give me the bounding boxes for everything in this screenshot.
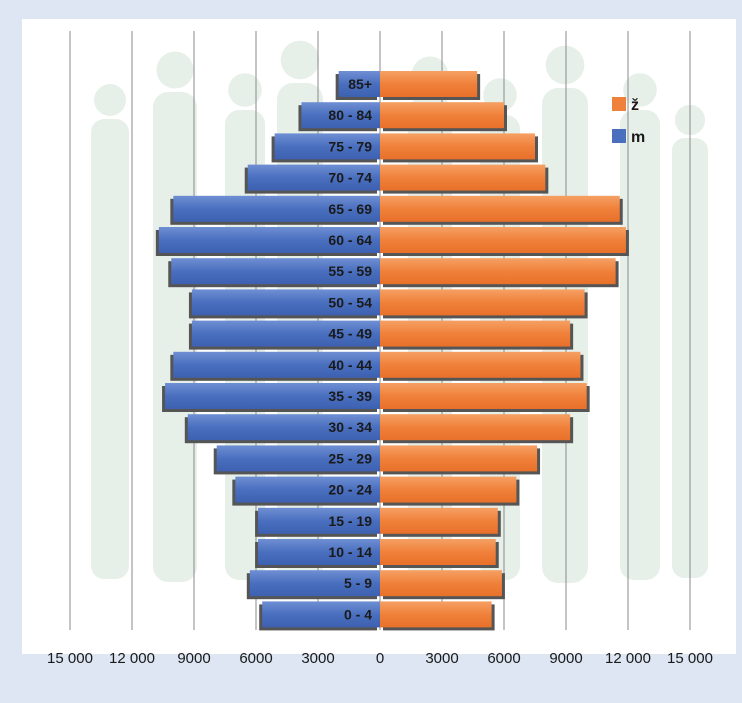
age-group-label: 45 - 49 [328,326,372,342]
bar-female-35-39 [380,383,587,409]
bar-female-30-34 [380,414,571,441]
age-group-label: 10 - 14 [328,544,372,560]
bar-male-40-44 [173,351,380,378]
bar-female-10-14 [380,539,496,565]
person-silhouette-body [620,110,660,580]
x-tick-label: 15 000 [47,650,93,667]
bar-male-80-84 [301,102,380,129]
bar-male-5-9 [249,570,380,597]
legend-label: m [631,129,645,146]
x-tick-label: 3000 [425,650,458,667]
age-group-label: 85+ [348,76,372,92]
bar-male-65-69 [173,195,380,222]
person-silhouette-head [545,45,585,85]
x-axis-tick-labels: 15 000 12 000 9000 6000 3000 0 3000 6000 9000 12 … [47,650,713,667]
bar-female-75-79 [380,133,535,160]
bar-female-20-24 [380,476,517,503]
bar-male-15-19 [258,507,380,534]
x-tick-label: 9000 [549,650,582,667]
x-tick-label: 0 [376,650,384,667]
x-tick-label: 15 000 [667,650,713,667]
age-group-label: 20 - 24 [328,482,372,498]
age-group-label: 15 - 19 [328,513,372,529]
legend-swatch [612,97,626,111]
bar-female-45-49 [380,320,571,347]
age-group-labels: 0 - 4 5 - 9 10 - 14 15 - 19 20 - 24 25 - 29 30… [328,76,372,622]
person-silhouette-body [91,119,129,579]
person-silhouette-head [228,73,262,107]
bar-male-30-34 [187,414,380,441]
age-group-label: 25 - 29 [328,450,372,466]
bar-male-0-4 [262,601,380,628]
bar-male-25-29 [216,445,380,472]
bar-female-0-4 [380,601,492,628]
x-tick-label: 12 000 [605,650,651,667]
bar-female-25-29 [380,445,538,472]
x-tick-label: 12 000 [109,650,155,667]
bar-male-35-39 [165,383,380,409]
legend: žm [612,97,645,146]
bar-female-5-9 [380,570,502,597]
bar-male-10-14 [258,539,380,565]
legend-swatch [612,129,626,143]
x-tick-label: 9000 [177,650,210,667]
bar-male-60-64 [158,227,380,253]
bar-male-70-74 [247,164,380,191]
person-silhouette-head [280,40,320,80]
age-group-label: 70 - 74 [328,170,372,186]
x-tick-label: 6000 [239,650,272,667]
age-group-label: 60 - 64 [328,232,372,248]
bar-male-55-59 [171,258,380,285]
bar-male-45-49 [191,320,380,347]
bar-female-80-84 [380,102,504,129]
bars [158,71,626,628]
bar-male-85+ [338,71,380,97]
person-silhouette-head [94,84,126,116]
age-group-label: 80 - 84 [328,107,372,123]
age-group-label: 75 - 79 [328,138,372,154]
x-tick-label: 6000 [487,650,520,667]
bar-female-60-64 [380,227,626,253]
person-silhouette-head [623,73,657,107]
age-group-label: 0 - 4 [344,606,372,622]
age-group-label: 30 - 34 [328,419,372,435]
person-silhouette-head [156,51,194,89]
bar-male-75-79 [274,133,380,160]
x-tick-label: 3000 [301,650,334,667]
bar-female-55-59 [380,258,616,285]
bar-female-65-69 [380,195,620,222]
age-group-label: 65 - 69 [328,201,372,217]
age-group-label: 40 - 44 [328,357,372,373]
age-group-label: 50 - 54 [328,294,372,310]
bar-female-15-19 [380,507,498,534]
legend-label: ž [631,97,639,114]
bar-female-50-54 [380,289,585,316]
bar-female-70-74 [380,164,546,191]
age-group-label: 5 - 9 [344,575,372,591]
bar-male-20-24 [235,476,380,503]
bar-male-50-54 [191,289,380,316]
bar-female-40-44 [380,351,581,378]
bar-female-85+ [380,71,478,97]
age-group-label: 35 - 39 [328,388,372,404]
age-group-label: 55 - 59 [328,263,372,279]
